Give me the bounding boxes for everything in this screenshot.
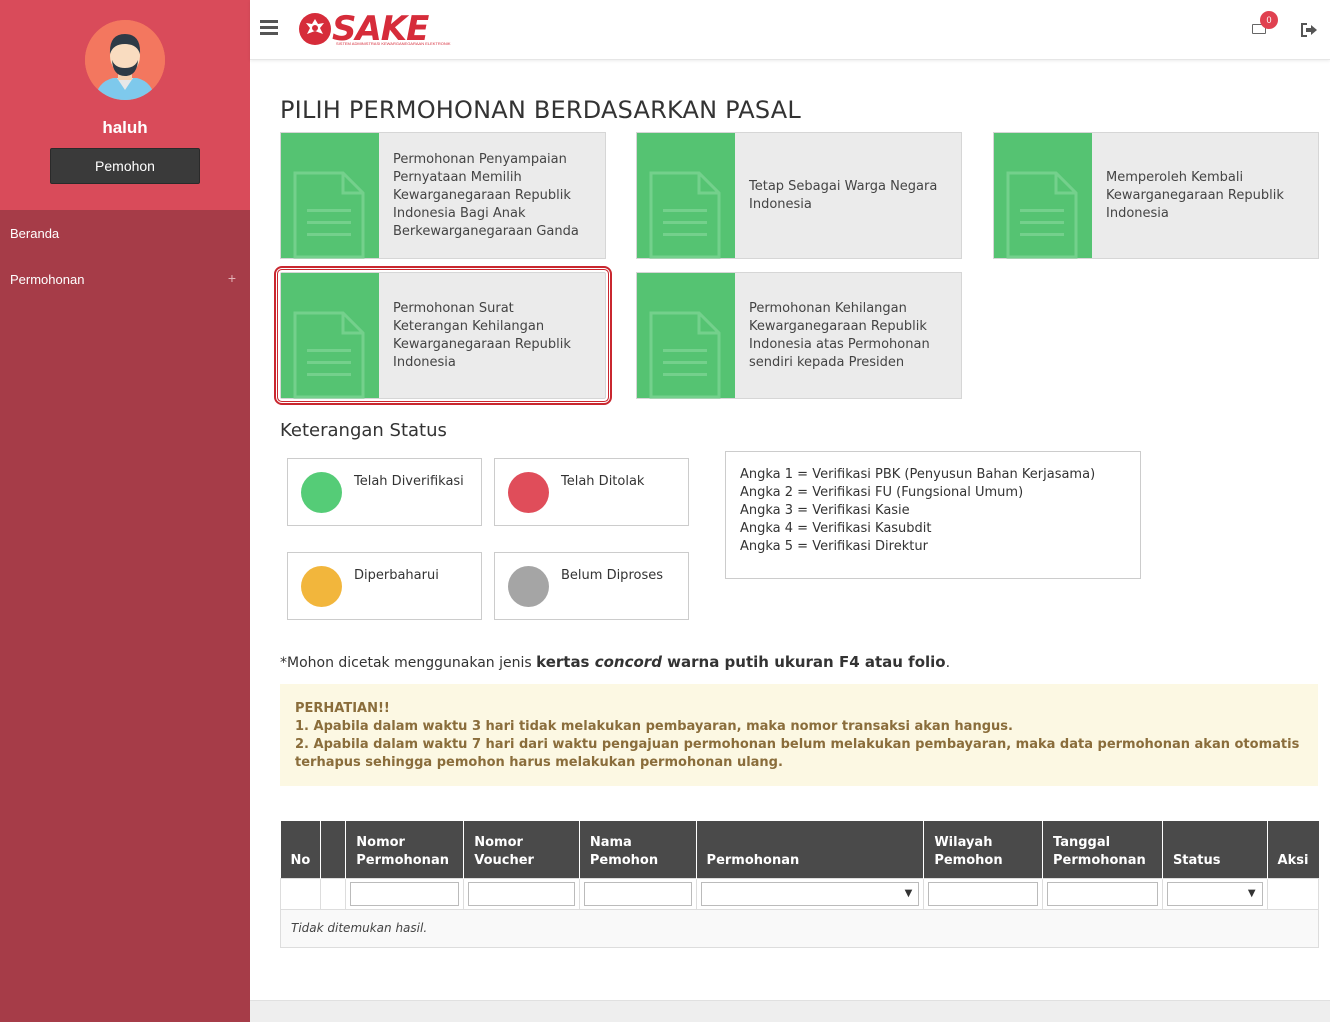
empty-row: Tidak ditemukan hasil.	[280, 908, 1319, 948]
col-status[interactable]: Status	[1162, 821, 1268, 878]
status-label: Diperbaharui	[354, 568, 439, 583]
col-wilayah-pemohon[interactable]: Wilayah Pemohon	[923, 821, 1044, 878]
hamburger-menu-icon[interactable]	[260, 20, 278, 36]
filter-row: ▼ ▼	[279, 877, 1320, 910]
logo-subtitle: SISTEM ADMINISTRASI KEWARGANEGARAAN ELEK…	[336, 41, 451, 46]
dropdown-arrow-icon: ▼	[1247, 887, 1256, 899]
status-label: Belum Diproses	[561, 568, 663, 583]
expand-plus-icon[interactable]: +	[227, 270, 236, 286]
status-pending: Belum Diproses	[494, 552, 689, 620]
filter-wilayah-input[interactable]	[928, 881, 1039, 906]
status-label: Telah Ditolak	[561, 474, 645, 489]
status-section-title: Keterangan Status	[280, 420, 447, 441]
col-permohonan[interactable]: Permohonan	[696, 821, 925, 878]
sidebar-item-label: Permohonan	[10, 271, 85, 287]
card-memperoleh-kembali[interactable]: Memperoleh Kembali Kewarganegaraan Repub…	[993, 132, 1319, 259]
card-label: Permohonan Kehilangan Kewarganegaraan Re…	[749, 300, 930, 370]
legend-line: Angka 1 = Verifikasi PBK (Penyusun Bahan…	[740, 467, 1096, 482]
sidebar-item-label: Beranda	[10, 225, 60, 241]
filter-nomor-permohonan-input[interactable]	[350, 881, 460, 906]
username: haluh	[102, 118, 148, 137]
document-icon	[637, 273, 735, 399]
status-verified: Telah Diverifikasi	[287, 458, 482, 526]
garuda-emblem-icon	[299, 13, 331, 45]
filter-nomor-voucher-input[interactable]	[468, 881, 575, 906]
document-icon	[281, 273, 379, 399]
legend-line: Angka 5 = Verifikasi Direktur	[740, 539, 928, 554]
empty-message: Tidak ditemukan hasil.	[280, 908, 1319, 948]
card-label: Permohonan Penyampaian Pernyataan Memili…	[393, 151, 579, 239]
print-note: *Mohon dicetak menggunakan jenis kertas …	[280, 653, 951, 671]
document-icon	[994, 133, 1092, 259]
col-tanggal-permohonan[interactable]: Tanggal Permohonan	[1042, 821, 1163, 878]
sidebar-profile: haluh Pemohon	[0, 0, 250, 210]
role-button[interactable]: Pemohon	[50, 148, 200, 184]
status-label: Telah Diverifikasi	[354, 474, 464, 489]
col-checkbox	[320, 821, 347, 878]
card-label: Permohonan Surat Keterangan Kehilangan K…	[393, 300, 571, 370]
document-icon	[281, 133, 379, 259]
logo-text: SAKE	[332, 9, 429, 49]
warning-alert: PERHATIAN!! 1. Apabila dalam waktu 3 har…	[280, 684, 1318, 786]
warning-line: 2. Apabila dalam waktu 7 hari dari waktu…	[295, 737, 1300, 770]
legend-line: Angka 3 = Verifikasi Kasie	[740, 503, 910, 518]
warning-line: 1. Apabila dalam waktu 3 hari tidak mela…	[295, 719, 1013, 734]
permohonan-table: No Nomor Permohonan Nomor Voucher Nama Pemo…	[279, 821, 1320, 948]
card-label: Memperoleh Kembali Kewarganegaraan Repub…	[1106, 169, 1284, 221]
verification-legend: Angka 1 = Verifikasi PBK (Penyusun Bahan…	[725, 451, 1141, 579]
card-kehilangan-kepada-presiden[interactable]: Permohonan Kehilangan Kewarganegaraan Re…	[636, 272, 962, 399]
footer	[250, 1000, 1330, 1022]
card-label: Tetap Sebagai Warga Negara Indonesia	[749, 178, 938, 212]
page-title: PILIH PERMOHONAN BERDASARKAN PASAL	[280, 96, 801, 124]
card-surat-keterangan-kehilangan[interactable]: Permohonan Surat Keterangan Kehilangan K…	[274, 266, 612, 405]
mail-icon[interactable]	[1252, 24, 1266, 34]
status-updated: Diperbaharui	[287, 552, 482, 620]
top-header: SAKE SISTEM ADMINISTRASI KEWARGANEGARAAN…	[250, 0, 1330, 60]
filter-tanggal-input[interactable]	[1047, 881, 1158, 906]
orange-dot-icon	[301, 566, 342, 607]
legend-line: Angka 2 = Verifikasi FU (Fungsional Umum…	[740, 485, 1024, 500]
sidebar-item-beranda[interactable]: Beranda	[0, 210, 250, 256]
document-icon	[637, 133, 735, 259]
card-tetap-wni[interactable]: Tetap Sebagai Warga Negara Indonesia	[636, 132, 962, 259]
col-nama-pemohon[interactable]: Nama Pemohon	[579, 821, 697, 878]
red-dot-icon	[508, 472, 549, 513]
filter-permohonan-select[interactable]: ▼	[700, 881, 920, 906]
filter-nama-pemohon-input[interactable]	[583, 881, 692, 906]
gray-dot-icon	[508, 566, 549, 607]
sake-logo[interactable]: SAKE SISTEM ADMINISTRASI KEWARGANEGARAAN…	[298, 8, 451, 50]
main-content: PILIH PERMOHONAN BERDASARKAN PASAL Permo…	[250, 60, 1330, 1000]
filter-status-select[interactable]: ▼	[1166, 881, 1263, 906]
green-dot-icon	[301, 472, 342, 513]
col-nomor-permohonan[interactable]: Nomor Permohonan	[345, 821, 465, 878]
dropdown-arrow-icon: ▼	[904, 887, 913, 899]
col-aksi: Aksi	[1267, 821, 1319, 878]
status-rejected: Telah Ditolak	[494, 458, 689, 526]
col-nomor-voucher[interactable]: Nomor Voucher	[463, 821, 580, 878]
warning-title: PERHATIAN!!	[295, 701, 390, 716]
sidebar: haluh Pemohon Beranda Permohonan +	[0, 0, 250, 1022]
sidebar-item-permohonan[interactable]: Permohonan +	[0, 256, 250, 302]
logout-icon[interactable]	[1300, 22, 1318, 38]
avatar[interactable]	[85, 20, 165, 100]
card-permohonan-anak-ganda[interactable]: Permohonan Penyampaian Pernyataan Memili…	[280, 132, 606, 259]
mail-count-badge: 0	[1260, 11, 1278, 29]
col-no[interactable]: No	[280, 821, 322, 878]
legend-line: Angka 4 = Verifikasi Kasubdit	[740, 521, 932, 536]
